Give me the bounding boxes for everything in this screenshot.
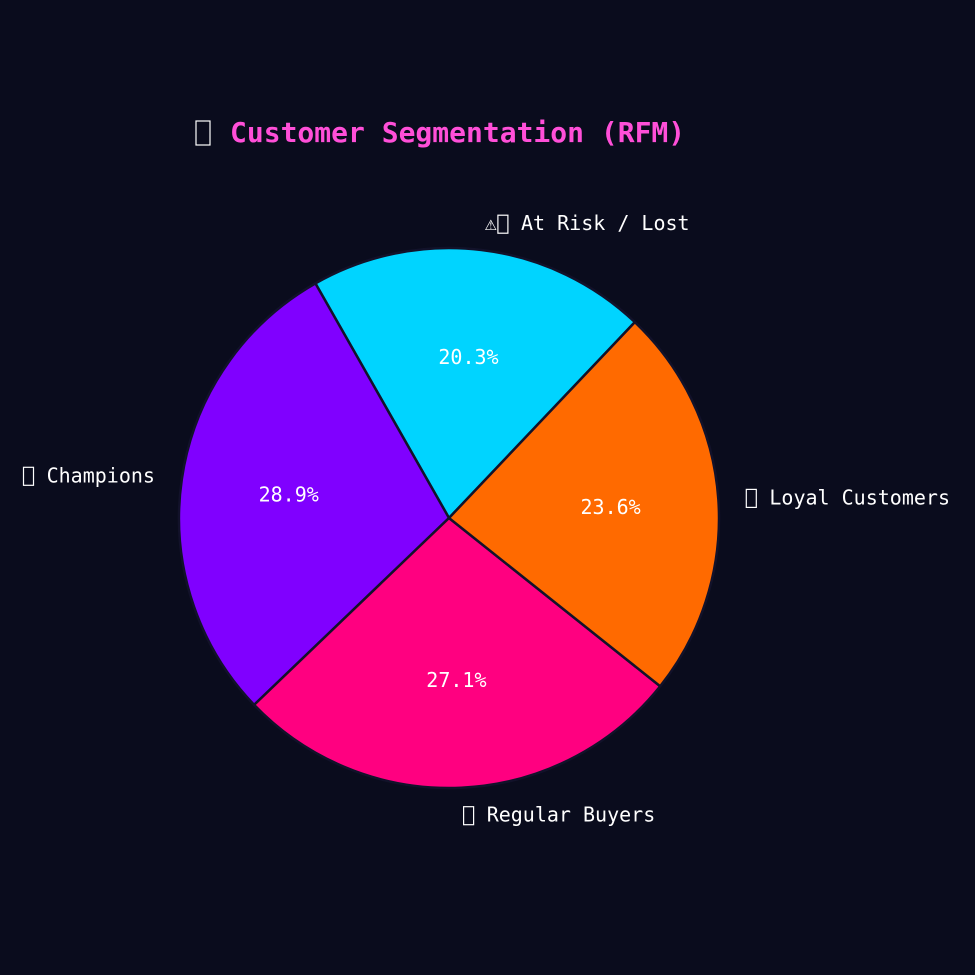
slice-percent-label: 28.9%: [259, 483, 319, 507]
chart-title-group: Customer Segmentation (RFM): [196, 116, 685, 149]
emoji-glyph-icon: [746, 489, 756, 507]
slice-category-label: Champions: [24, 463, 155, 487]
slice-percent-label: 23.6%: [580, 495, 640, 519]
title-emoji-glyph-icon: [196, 121, 210, 145]
slice-category-text: Regular Buyers: [487, 803, 656, 827]
slice-category-text: At Risk / Lost: [521, 211, 690, 235]
emoji-glyph-icon: [464, 807, 474, 825]
slice-category-label: Regular Buyers: [464, 803, 656, 827]
warning-icon: ⚠: [485, 211, 497, 235]
slice-category-label: ⚠ At Risk / Lost: [485, 211, 690, 235]
slice-category-label: Loyal Customers: [746, 485, 950, 509]
slice-category-text: Champions: [47, 463, 155, 487]
slice-percent-label: 20.3%: [438, 345, 498, 369]
emoji-glyph-icon: [24, 467, 34, 485]
slice-percent-label: 27.1%: [426, 668, 486, 692]
chart-title: Customer Segmentation (RFM): [230, 116, 685, 149]
emoji-glyph-icon: [498, 215, 508, 233]
slice-category-text: Loyal Customers: [769, 485, 950, 509]
